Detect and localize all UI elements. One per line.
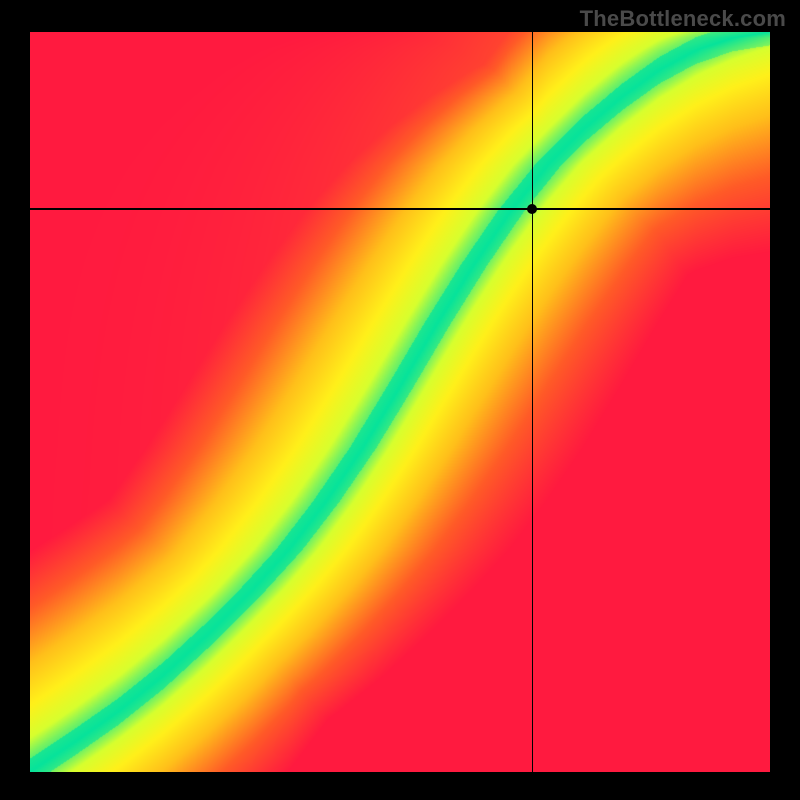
chart-frame [0, 0, 800, 800]
bottleneck-heatmap [30, 32, 770, 772]
watermark-text: TheBottleneck.com [580, 6, 786, 32]
selection-marker [527, 204, 537, 214]
crosshair-horizontal [30, 208, 770, 210]
plot-area [30, 32, 770, 772]
crosshair-vertical [532, 32, 534, 772]
